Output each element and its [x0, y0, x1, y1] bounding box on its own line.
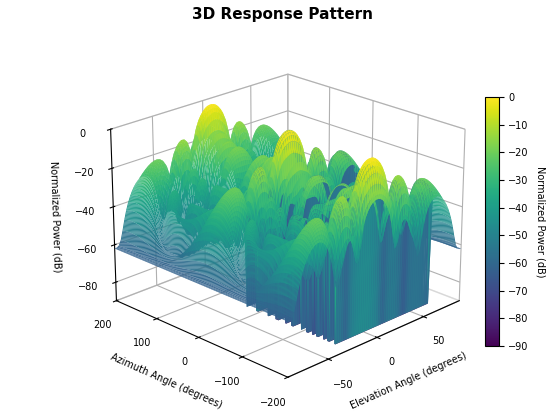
Title: 3D Response Pattern: 3D Response Pattern	[192, 7, 373, 22]
Y-axis label: Azimuth Angle (degrees): Azimuth Angle (degrees)	[109, 352, 224, 410]
Y-axis label: Normalized Power (dB): Normalized Power (dB)	[535, 166, 545, 277]
X-axis label: Elevation Angle (degrees): Elevation Angle (degrees)	[349, 351, 469, 411]
